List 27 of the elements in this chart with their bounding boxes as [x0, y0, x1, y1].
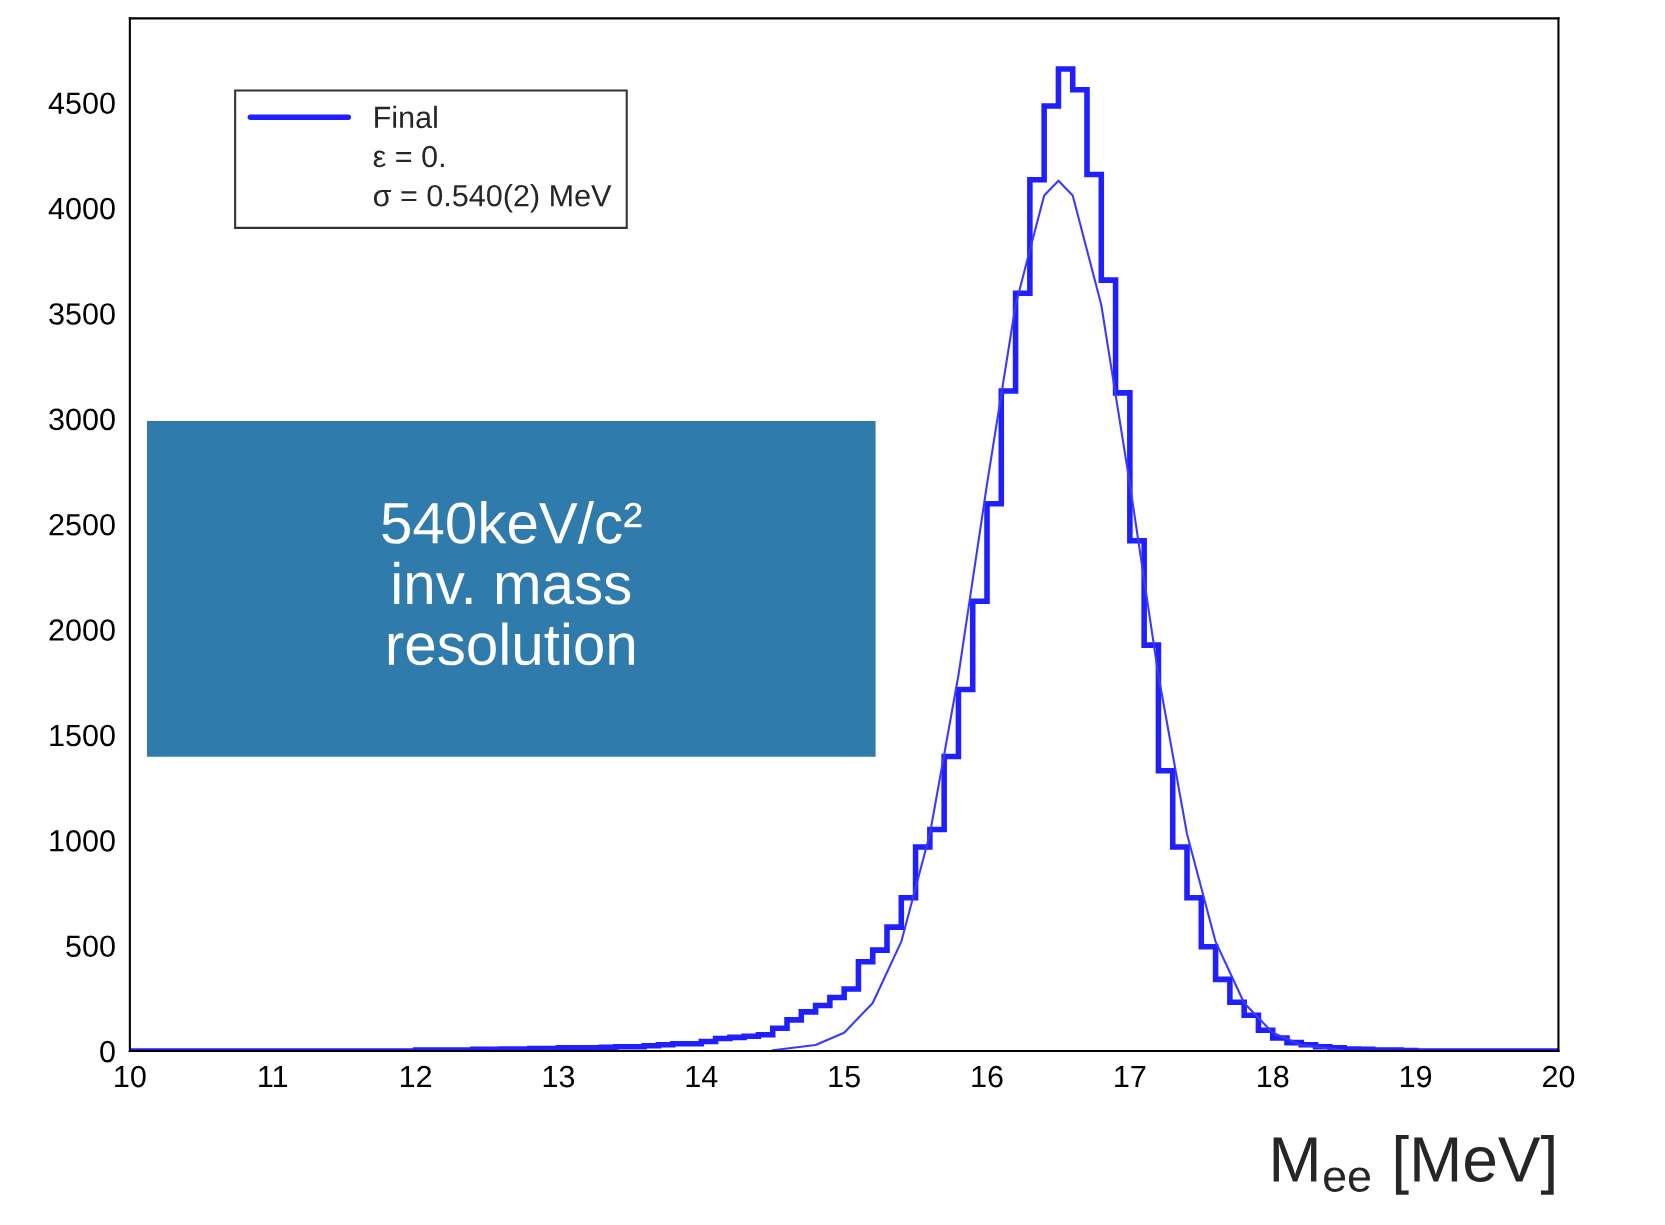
- x-tick-label: 19: [1400, 1065, 1432, 1088]
- y-tick-label: 3000: [49, 408, 115, 431]
- annotation: σ = 0.540(2) MeV: [373, 184, 612, 213]
- x-tick-label: 14: [686, 1066, 718, 1088]
- y-tick-label: 0: [100, 1040, 115, 1063]
- y-tick-label: 4500: [48, 92, 115, 115]
- line-series: [771, 179, 1346, 1052]
- annotation: ε = 0.: [373, 145, 444, 168]
- y-tick-label: 1000: [50, 830, 115, 852]
- y-tick-label: 3500: [49, 303, 115, 325]
- y-tick-label: 2500: [49, 513, 115, 536]
- x-tick-label: 13: [543, 1065, 575, 1088]
- x-tick-label: 15: [829, 1066, 860, 1088]
- x-tick-label: 12: [400, 1065, 432, 1088]
- y-tick-label: 4000: [48, 197, 115, 220]
- x-tick-label: 20: [1542, 1065, 1575, 1088]
- y-tick-label: 2000: [49, 619, 115, 641]
- x-tick-label: 10: [115, 1065, 146, 1088]
- y-tick-label: 500: [66, 935, 115, 958]
- x-tick-label: 18: [1258, 1065, 1289, 1088]
- annotation: 540keV/c² inv. mass resolution: [382, 501, 642, 666]
- x-axis-title: M$_{ee}$ [MeV]: [1273, 1135, 1554, 1195]
- y-tick-label: 1500: [50, 724, 115, 747]
- x-tick-label: 17: [1115, 1066, 1146, 1088]
- legend-label: Final: [375, 105, 437, 129]
- x-tick-label: 11: [259, 1066, 288, 1088]
- x-tick-label: 16: [972, 1065, 1003, 1088]
